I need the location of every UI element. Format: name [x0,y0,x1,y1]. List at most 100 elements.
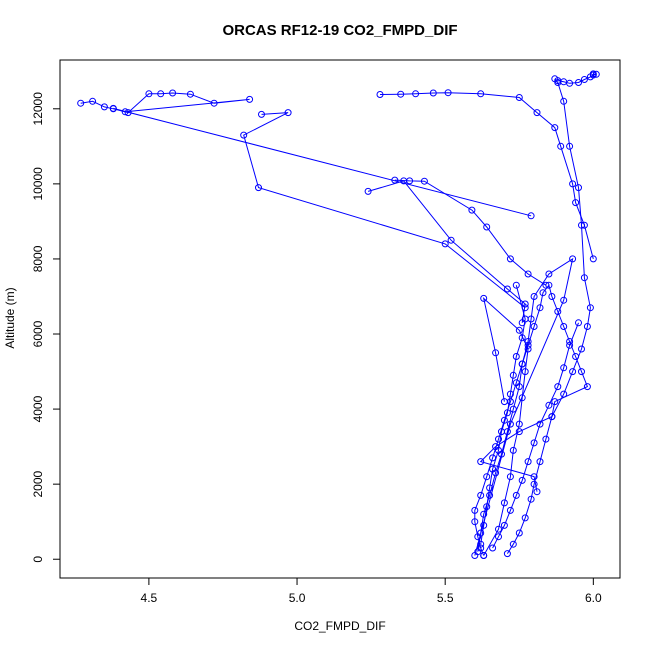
data-point [530,439,538,447]
data-point [515,428,523,436]
series-5-line [80,92,532,217]
data-point [518,394,526,402]
data-point [518,476,526,484]
data-point [569,180,577,188]
data-point [536,304,544,312]
x-tick-label: 5.5 [437,591,454,605]
y-tick-label: 0 [31,556,45,563]
data-point [486,491,494,499]
data-point [498,428,505,436]
data-point [89,97,97,105]
data-point [560,364,568,372]
data-point [518,334,526,342]
data-point [506,390,514,398]
data-point [506,506,514,514]
data-point [557,142,565,150]
data-point [521,514,529,522]
data-point [512,353,520,360]
data-point [521,300,529,308]
data-point [575,79,582,86]
data-point [509,540,517,548]
y-tick-label: 6000 [31,320,45,347]
data-point [397,90,405,98]
chart-title: ORCAS RF12-19 CO2_FMPD_DIF [222,22,457,39]
data-point [515,420,523,428]
data-point [589,255,597,263]
data-point [255,184,262,192]
data-point [477,458,485,466]
data-point [524,345,532,353]
data-point [569,368,577,376]
data-point [471,518,479,526]
data-point [512,281,520,289]
data-point [468,206,476,214]
data-point [186,90,194,98]
data-point [592,70,600,78]
data-point [545,401,553,409]
data-point [376,91,384,98]
data-point [489,465,497,473]
data-point [527,212,535,220]
data-point [471,552,479,559]
y-tick-label: 2000 [31,470,45,497]
data-point [539,289,547,297]
data-point [500,499,508,507]
data-point [509,446,517,454]
data-point [524,270,532,278]
data-point [503,285,511,293]
data-point [551,124,559,132]
data-point [483,473,491,481]
data-point [477,540,485,548]
x-axis-label: CO2_FMPD_DIF [294,619,385,633]
series-8-line [394,179,547,286]
data-point [503,550,511,558]
data-point [477,529,485,537]
data-point [121,108,129,116]
data-point [536,458,544,466]
data-point [560,97,568,105]
data-point [533,488,541,496]
data-point [542,281,550,289]
data-point [515,326,523,334]
y-tick-label: 12000 [31,92,45,126]
data-point [509,405,517,413]
data-point [530,323,538,330]
data-point [530,480,538,488]
data-point [536,420,544,428]
data-point [210,99,218,107]
data-point [100,103,108,111]
y-tick-label: 8000 [31,245,45,272]
data-point [515,529,523,537]
data-point [503,409,511,417]
data-point [580,221,588,229]
data-point [364,187,372,195]
data-point [580,274,588,282]
data-point [518,360,526,368]
data-point [420,177,428,185]
data-point [483,223,491,231]
data-point [124,109,132,117]
data-point [447,236,455,244]
data-point [480,521,488,529]
data-point [560,296,568,304]
data-point [580,76,588,83]
data-point [400,177,408,185]
series-10-line [482,296,529,556]
data-point [521,315,529,323]
data-point [412,90,420,98]
data-point [515,94,523,101]
data-point [145,90,153,98]
data-point [545,270,553,278]
data-point [109,104,117,112]
data-point [506,420,514,428]
data-point [240,131,248,139]
data-point [551,398,559,406]
data-point [258,110,265,118]
data-point [527,495,535,503]
series-4-line [557,73,597,84]
data-point [566,341,574,349]
data-point [480,510,488,518]
data-point [560,323,568,330]
data-point [509,371,517,379]
data-point [506,473,514,481]
